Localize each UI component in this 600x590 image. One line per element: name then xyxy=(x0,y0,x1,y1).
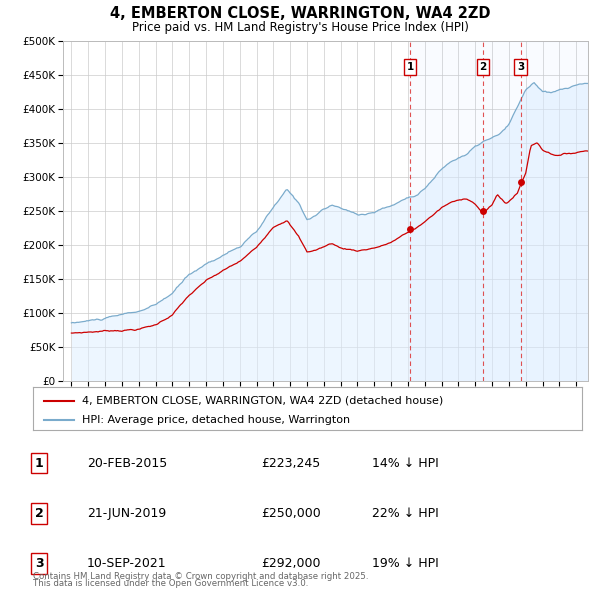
Text: 4, EMBERTON CLOSE, WARRINGTON, WA4 2ZD (detached house): 4, EMBERTON CLOSE, WARRINGTON, WA4 2ZD (… xyxy=(82,396,443,406)
Text: 2: 2 xyxy=(479,62,487,72)
Text: This data is licensed under the Open Government Licence v3.0.: This data is licensed under the Open Gov… xyxy=(33,579,308,588)
Text: 1: 1 xyxy=(407,62,414,72)
Text: 14% ↓ HPI: 14% ↓ HPI xyxy=(372,457,439,470)
Text: Contains HM Land Registry data © Crown copyright and database right 2025.: Contains HM Land Registry data © Crown c… xyxy=(33,572,368,581)
Text: 10-SEP-2021: 10-SEP-2021 xyxy=(87,557,167,570)
Text: 2: 2 xyxy=(35,507,43,520)
Text: Price paid vs. HM Land Registry's House Price Index (HPI): Price paid vs. HM Land Registry's House … xyxy=(131,21,469,34)
Text: £223,245: £223,245 xyxy=(261,457,320,470)
Text: 3: 3 xyxy=(517,62,524,72)
Text: 19% ↓ HPI: 19% ↓ HPI xyxy=(372,557,439,570)
Text: 22% ↓ HPI: 22% ↓ HPI xyxy=(372,507,439,520)
Text: HPI: Average price, detached house, Warrington: HPI: Average price, detached house, Warr… xyxy=(82,415,350,425)
Text: 1: 1 xyxy=(35,457,43,470)
Text: 20-FEB-2015: 20-FEB-2015 xyxy=(87,457,167,470)
Text: £250,000: £250,000 xyxy=(261,507,321,520)
Bar xyxy=(410,41,588,381)
Text: 21-JUN-2019: 21-JUN-2019 xyxy=(87,507,166,520)
Text: 4, EMBERTON CLOSE, WARRINGTON, WA4 2ZD: 4, EMBERTON CLOSE, WARRINGTON, WA4 2ZD xyxy=(110,6,490,21)
Text: 3: 3 xyxy=(35,557,43,570)
Text: £292,000: £292,000 xyxy=(261,557,320,570)
